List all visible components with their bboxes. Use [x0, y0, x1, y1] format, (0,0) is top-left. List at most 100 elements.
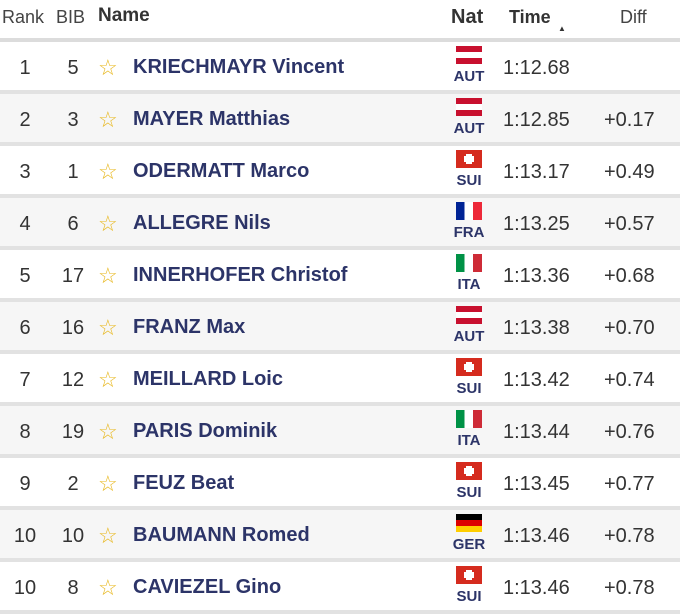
time: 1:13.44: [503, 421, 570, 443]
header-diff[interactable]: Diff: [620, 7, 647, 27]
bib: 5: [67, 57, 79, 79]
athlete-name-link[interactable]: MEILLARD Loic: [133, 368, 283, 390]
star-icon[interactable]: ☆: [98, 471, 118, 496]
table-row: 5 17 ☆ INNERHOFER Christof ITA 1:13.36 +…: [0, 250, 680, 302]
star-icon[interactable]: ☆: [98, 575, 118, 600]
flag-icon: [456, 566, 482, 584]
flag-icon: [456, 358, 482, 376]
table-header: Rank BIB Name Nat Time ▲ Diff: [0, 0, 680, 42]
nation-code: AUT: [453, 120, 485, 137]
time: 1:12.85: [503, 109, 570, 131]
star-icon[interactable]: ☆: [98, 263, 118, 288]
table-row: 7 12 ☆ MEILLARD Loic SUI 1:13.42 +0.74: [0, 354, 680, 406]
bib: 10: [61, 525, 85, 547]
table-row: 4 6 ☆ ALLEGRE Nils FRA 1:13.25 +0.57: [0, 198, 680, 250]
rank: 5: [19, 265, 31, 287]
athlete-name-link[interactable]: ODERMATT Marco: [133, 160, 310, 182]
flag-icon: [456, 514, 482, 532]
athlete-name-link[interactable]: PARIS Dominik: [133, 420, 278, 442]
athlete-name-link[interactable]: KRIECHMAYR Vincent: [133, 56, 345, 78]
nation-code: ITA: [457, 276, 481, 293]
star-icon[interactable]: ☆: [98, 523, 118, 548]
diff: +0.49: [604, 161, 655, 183]
header-time[interactable]: Time: [509, 7, 551, 27]
star-icon[interactable]: ☆: [98, 107, 118, 132]
bib: 2: [67, 473, 79, 495]
star-icon[interactable]: ☆: [98, 211, 118, 236]
rank: 9: [19, 473, 31, 495]
diff: +0.57: [604, 213, 655, 235]
flag-icon: [456, 462, 482, 480]
time: 1:13.42: [503, 369, 570, 391]
athlete-name-link[interactable]: FRANZ Max: [133, 316, 246, 338]
athlete-name-link[interactable]: ALLEGRE Nils: [133, 212, 271, 234]
rank: 4: [19, 213, 31, 235]
bib: 1: [67, 161, 79, 183]
header-name[interactable]: Name: [98, 5, 150, 26]
table-row: 10 8 ☆ CAVIEZEL Gino SUI 1:13.46 +0.78: [0, 562, 680, 614]
rank: 2: [19, 109, 31, 131]
star-icon[interactable]: ☆: [98, 55, 118, 80]
table-row: 2 3 ☆ MAYER Matthias AUT 1:12.85 +0.17: [0, 94, 680, 146]
time: 1:12.68: [503, 57, 570, 79]
time: 1:13.17: [503, 161, 570, 183]
star-icon[interactable]: ☆: [98, 159, 118, 184]
time: 1:13.38: [503, 317, 570, 339]
rank: 10: [13, 525, 37, 547]
rank: 7: [19, 369, 31, 391]
nation-code: GER: [452, 536, 486, 553]
flag-icon: [456, 150, 482, 168]
flag-icon: [456, 306, 482, 324]
athlete-name-link[interactable]: CAVIEZEL Gino: [133, 576, 282, 598]
athlete-name-link[interactable]: FEUZ Beat: [133, 472, 235, 494]
athlete-name-link[interactable]: BAUMANN Romed: [133, 524, 310, 546]
results-table: 1 5 ☆ KRIECHMAYR Vincent AUT 1:12.68 2 3…: [0, 42, 680, 614]
header-bib[interactable]: BIB: [56, 7, 86, 27]
nation-code: SUI: [456, 172, 482, 189]
flag-icon: [456, 46, 482, 64]
nation-code: SUI: [456, 588, 482, 605]
rank: 10: [13, 577, 37, 599]
star-icon[interactable]: ☆: [98, 419, 118, 444]
flag-icon: [456, 98, 482, 116]
table-row: 9 2 ☆ FEUZ Beat SUI 1:13.45 +0.77: [0, 458, 680, 510]
nation-code: SUI: [456, 484, 482, 501]
rank: 8: [19, 421, 31, 443]
table-row: 3 1 ☆ ODERMATT Marco SUI 1:13.17 +0.49: [0, 146, 680, 198]
athlete-name-link[interactable]: INNERHOFER Christof: [133, 264, 348, 286]
diff: +0.17: [604, 109, 655, 131]
flag-icon: [456, 410, 482, 428]
rank: 1: [19, 57, 31, 79]
table-row: 10 10 ☆ BAUMANN Romed GER 1:13.46 +0.78: [0, 510, 680, 562]
diff: +0.78: [604, 525, 655, 547]
bib: 6: [67, 213, 79, 235]
nation-code: ITA: [457, 432, 481, 449]
time: 1:13.45: [503, 473, 570, 495]
nation-code: AUT: [453, 328, 485, 345]
diff: +0.74: [604, 369, 655, 391]
bib: 19: [61, 421, 85, 443]
sort-ascending-icon: ▲: [558, 24, 566, 33]
nation-code: SUI: [456, 380, 482, 397]
time: 1:13.46: [503, 577, 570, 599]
bib: 3: [67, 109, 79, 131]
athlete-name-link[interactable]: MAYER Matthias: [133, 108, 291, 130]
header-rank[interactable]: Rank: [2, 7, 45, 27]
diff: +0.70: [604, 317, 655, 339]
bib: 17: [61, 265, 85, 287]
time: 1:13.36: [503, 265, 570, 287]
flag-icon: [456, 254, 482, 272]
diff: +0.77: [604, 473, 655, 495]
nation-code: FRA: [453, 224, 485, 241]
star-icon[interactable]: ☆: [98, 315, 118, 340]
diff: +0.78: [604, 577, 655, 599]
diff: +0.76: [604, 421, 655, 443]
table-row: 8 19 ☆ PARIS Dominik ITA 1:13.44 +0.76: [0, 406, 680, 458]
bib: 12: [61, 369, 85, 391]
bib: 8: [67, 577, 79, 599]
rank: 6: [19, 317, 31, 339]
header-nat[interactable]: Nat: [451, 6, 484, 28]
star-icon[interactable]: ☆: [98, 367, 118, 392]
nation-code: AUT: [453, 68, 485, 85]
time: 1:13.25: [503, 213, 570, 235]
